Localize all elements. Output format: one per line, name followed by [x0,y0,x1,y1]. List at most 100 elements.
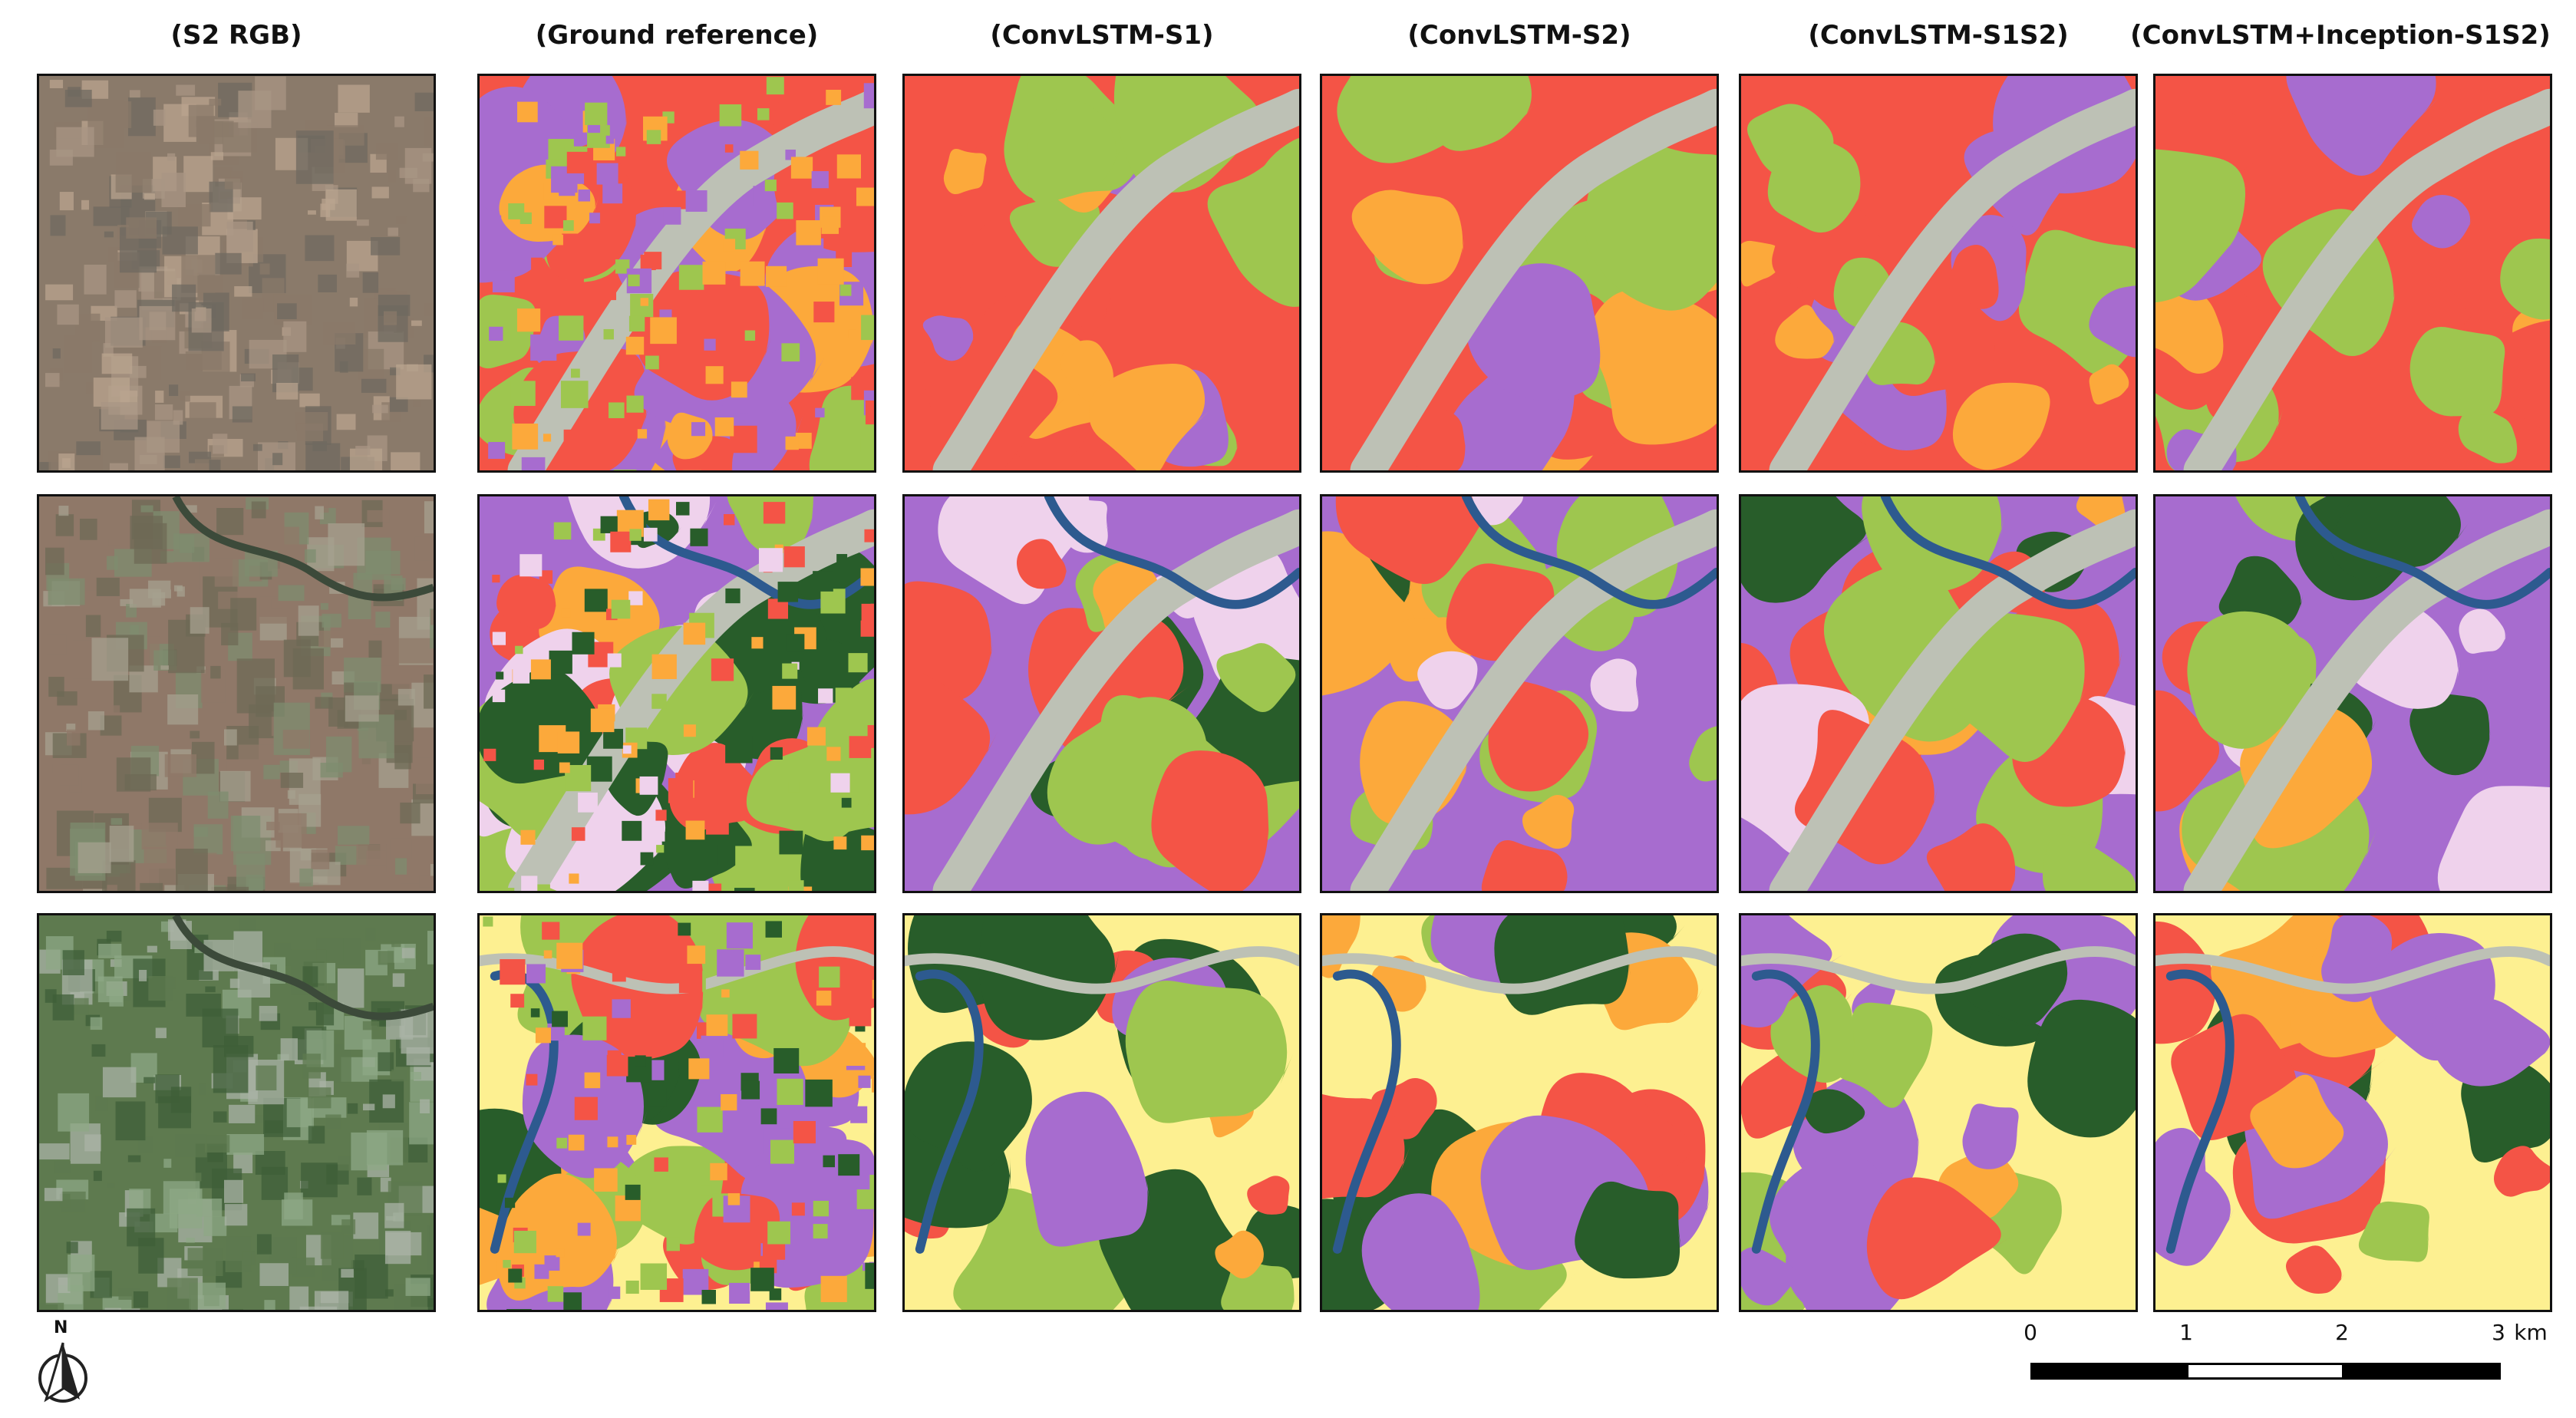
reference-pixel [556,1248,565,1258]
reference-pixel [723,239,736,252]
reference-pixel [663,206,681,225]
image-texture [87,711,105,730]
image-texture [106,930,122,942]
reference-pixel [552,234,563,246]
landcover-patch [1472,496,1526,526]
reference-pixel [492,270,515,293]
reference-pixel [787,634,805,652]
image-texture [81,200,90,210]
image-texture [143,1077,156,1083]
image-texture [179,391,190,402]
reference-pixel [838,1154,860,1176]
image-texture [230,816,261,852]
image-texture [375,612,391,628]
image-texture [263,764,280,780]
image-texture [384,1202,404,1228]
reference-pixel [773,1047,800,1073]
image-texture [275,813,307,848]
image-texture [107,1182,115,1189]
landcover-patch [727,496,814,557]
image-texture [366,850,387,866]
image-texture [308,1087,331,1109]
landcover-patch [1948,244,2000,309]
reference-pixel [727,1193,740,1205]
image-texture [422,153,434,162]
image-texture [429,1195,434,1242]
reference-pixel [872,1077,874,1093]
reference-pixel [701,1290,717,1304]
reference-pixel [561,608,571,618]
image-texture [371,237,401,256]
image-texture [400,883,434,891]
reference-pixel [724,144,734,153]
image-texture [255,1151,285,1175]
reference-pixel [488,442,506,459]
image-texture [191,308,212,333]
map-svg [905,915,1299,1310]
map-svg [2155,76,2550,470]
landcover-patch [1866,1177,2012,1300]
reference-pixel [697,1106,723,1133]
landcover-patch [1775,305,1836,359]
landcover-patch [2412,194,2473,249]
reference-pixel [691,422,706,437]
reference-pixel [606,290,617,301]
image-texture [153,109,166,126]
reference-pixel [741,1080,760,1100]
reference-pixel [612,968,626,982]
rgb-image-row-3 [37,913,436,1312]
image-texture [66,1242,78,1254]
image-texture [389,397,408,412]
reference-pixel [858,1075,871,1088]
reference-pixel [744,330,756,341]
image-texture [216,508,244,536]
landcover-patch [496,575,556,630]
reference-pixel [569,873,579,884]
image-texture [101,402,138,430]
landcover-patch [1351,190,1465,285]
image-texture [308,1126,325,1144]
image-texture [74,998,89,1015]
image-texture [232,406,252,423]
reference-pixel [872,979,874,999]
river-class [2165,969,2235,1254]
image-texture [278,585,305,602]
reference-pixel [610,531,632,552]
reference-pixel [717,949,744,977]
image-texture [287,882,319,891]
image-texture [176,84,196,96]
image-texture [414,536,434,561]
reference-pixel [813,1224,828,1239]
landcover-patch [1466,263,1603,401]
image-texture [255,76,286,110]
reference-pixel [701,1185,712,1195]
reference-pixel [813,302,835,323]
reference-pixel [562,233,578,249]
image-texture [366,1129,404,1166]
landcover-patch [2285,1245,2344,1294]
reference-pixel [492,632,506,645]
landcover-patch [2042,833,2136,891]
reference-pixel [687,945,706,965]
reference-pixel [535,684,556,705]
reference-pixel [566,267,584,285]
image-texture [336,414,356,430]
reference-pixel [735,846,759,870]
image-texture [229,978,240,988]
reference-pixel [487,888,515,891]
reference-pixel [640,1263,668,1291]
reference-pixel [849,736,872,758]
landcover-patch [1926,823,2017,891]
image-texture [196,1198,223,1217]
reference-pixel [520,829,536,845]
image-texture [301,1162,338,1198]
reference-pixel [530,1008,540,1017]
reference-pixel [836,154,861,179]
image-texture [385,1289,394,1297]
reference-pixel [791,1202,805,1216]
image-texture [427,931,434,965]
image-texture [43,763,53,773]
classification-map-row-1-col-5 [1739,74,2138,473]
reference-pixel [530,659,551,680]
landcover-patch [1207,140,1299,307]
